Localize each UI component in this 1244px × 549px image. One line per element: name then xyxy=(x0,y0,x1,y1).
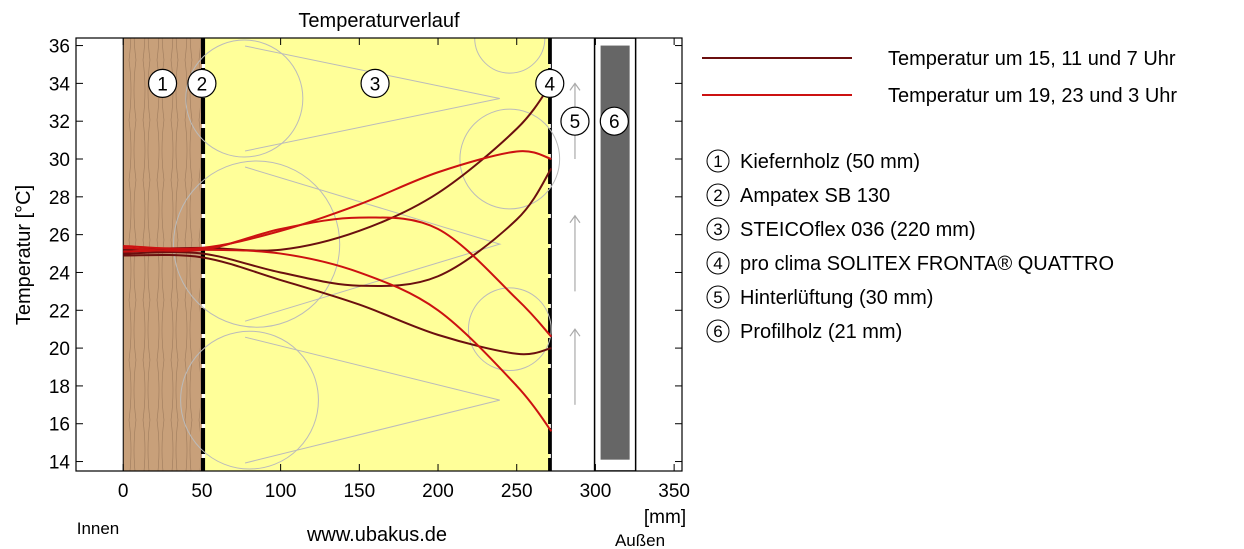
x-tick-label: 200 xyxy=(422,481,454,502)
y-tick-label: 24 xyxy=(49,263,71,284)
layer-legend-number: 2 xyxy=(713,186,722,205)
layer-marker-5: 5 xyxy=(560,106,590,136)
inside-label: Innen xyxy=(77,519,120,538)
layer-legend-number: 1 xyxy=(713,152,722,171)
x-tick-label: 300 xyxy=(580,481,612,502)
x-tick-label: 0 xyxy=(118,481,129,502)
legend-entry-1: Temperatur um 15, 11 und 7 Uhr xyxy=(702,48,1176,70)
y-tick-label: 32 xyxy=(49,112,70,133)
layer-legend-number: 5 xyxy=(713,288,722,307)
y-tick-label: 28 xyxy=(49,188,70,209)
series-line-red-6 xyxy=(123,248,553,432)
layer-marker-label: 1 xyxy=(157,74,168,95)
x-tick-label: 100 xyxy=(265,481,297,502)
layer-legend-label: pro clima SOLITEX FRONTA® QUATTRO xyxy=(740,253,1114,275)
legend-label: Temperatur um 15, 11 und 7 Uhr xyxy=(888,48,1176,70)
layer-marker-label: 2 xyxy=(197,74,208,95)
temperature-lines xyxy=(123,82,553,432)
layer-legend-item-1: 1 Kiefernholz (50 mm) xyxy=(706,149,920,173)
x-axis-label: [mm] xyxy=(644,507,686,528)
layer-legend-item-4: 4 pro clima SOLITEX FRONTA® QUATTRO xyxy=(706,251,1114,275)
y-tick-label: 20 xyxy=(49,339,70,360)
x-tick-label: 350 xyxy=(658,481,690,502)
legend-label: Temperatur um 19, 23 und 3 Uhr xyxy=(888,85,1177,107)
x-tick-label: 50 xyxy=(191,481,212,502)
layer-marker-label: 3 xyxy=(370,74,381,95)
y-tick-label: 16 xyxy=(49,415,70,436)
layer-number-markers: 1 2 3 45 6 xyxy=(147,68,629,136)
x-tick-label: 150 xyxy=(343,481,375,502)
layer-legend-item-6: 6 Profilholz (21 mm) xyxy=(706,319,902,343)
source-label: www.ubakus.de xyxy=(306,524,447,546)
plot-frame xyxy=(75,37,683,472)
layer-legend-number: 6 xyxy=(713,322,722,341)
y-tick-label: 36 xyxy=(49,37,70,58)
series-line-red-4 xyxy=(123,150,552,250)
y-tick-label: 22 xyxy=(49,301,70,322)
outside-label: Außen xyxy=(615,531,665,549)
x-tick-label: 250 xyxy=(501,481,533,502)
layer-band-3 xyxy=(205,38,550,471)
layer-legend-label: STEICOflex 036 (220 mm) xyxy=(740,219,976,241)
y-tick-label: 14 xyxy=(49,453,71,474)
layer-legend-label: Kiefernholz (50 mm) xyxy=(740,151,920,173)
y-tick-label: 34 xyxy=(49,74,71,95)
layer-legend: 1 Kiefernholz (50 mm) 2 Ampatex SB 130 3 STEI… xyxy=(706,149,1114,343)
layer-legend-number: 4 xyxy=(713,254,722,273)
legend-entry-2: Temperatur um 19, 23 und 3 Uhr xyxy=(702,85,1177,107)
layer-marker-label: 6 xyxy=(609,112,620,133)
layer-marker-label: 5 xyxy=(570,112,581,133)
layer-legend-label: Profilholz (21 mm) xyxy=(740,321,902,343)
layer-marker-2: 2 xyxy=(187,68,217,98)
airflow-arrow-icon xyxy=(569,214,581,292)
airflow-arrow-icon xyxy=(569,328,581,405)
y-axis-label: Temperatur [°C] xyxy=(13,185,35,325)
layer-marker-1: 1 xyxy=(147,68,178,98)
layer-legend-item-5: 5 Hinterlüftung (30 mm) xyxy=(706,285,933,309)
y-tick-label: 26 xyxy=(49,226,70,247)
chart-title: Temperaturverlauf xyxy=(298,10,460,32)
series-line-dark-3 xyxy=(123,253,552,356)
legend: Temperatur um 15, 11 und 7 Uhr Temperatur… xyxy=(702,48,1177,107)
layer-marker-6: 6 xyxy=(599,106,629,136)
layer-marker-3: 3 xyxy=(360,68,390,98)
layer-legend-number: 3 xyxy=(713,220,722,239)
layer-marker-4: 4 xyxy=(535,68,565,98)
y-tick-label: 18 xyxy=(49,377,70,398)
layer-bands xyxy=(122,38,637,471)
layer-legend-label: Ampatex SB 130 xyxy=(740,185,890,207)
layer-legend-label: Hinterlüftung (30 mm) xyxy=(740,287,933,309)
layer-legend-item-3: 3 STEICOflex 036 (220 mm) xyxy=(706,217,976,241)
layer-legend-item-2: 2 Ampatex SB 130 xyxy=(706,183,890,207)
series-line-dark-2 xyxy=(123,167,553,288)
layer-marker-label: 4 xyxy=(544,74,555,95)
y-tick-label: 30 xyxy=(49,150,70,171)
